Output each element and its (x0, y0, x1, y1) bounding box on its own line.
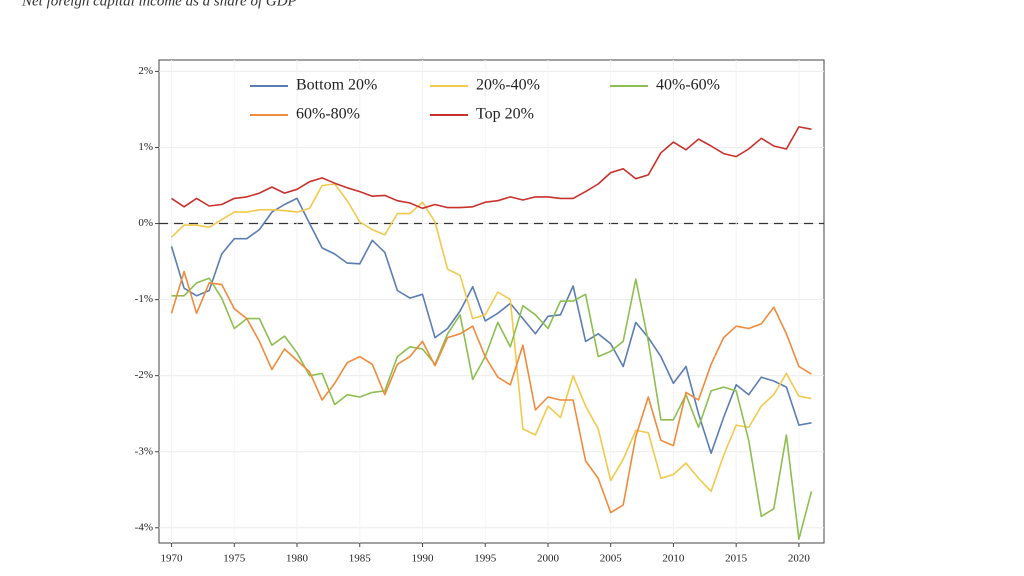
x-tick-label: 1980 (286, 553, 309, 565)
chart-title: Net foreign capital income as a share of… (21, 0, 297, 9)
legend-label: 20%-40% (476, 77, 540, 94)
y-tick-label: -2% (135, 369, 153, 381)
series-line (171, 126, 812, 210)
y-tick-label: 0% (138, 217, 153, 229)
x-tick-label: 1970 (161, 553, 184, 565)
y-tick-label: 2% (138, 65, 153, 77)
x-tick-label: 1975 (223, 553, 246, 565)
legend-label: Bottom 20% (296, 77, 377, 94)
x-tick-label: 2000 (537, 553, 560, 565)
legend-label: Top 20% (476, 106, 534, 123)
legend-label: 60%-80% (296, 106, 360, 123)
plot-frame (158, 59, 825, 544)
x-tick-label: 1985 (349, 553, 372, 565)
x-tick-label: 1990 (411, 553, 434, 565)
y-tick-label: -4% (135, 521, 153, 533)
y-tick-label: -3% (135, 445, 153, 457)
y-tick-label: 1% (138, 141, 153, 153)
x-tick-label: 1995 (474, 553, 497, 565)
x-tick-label: 2005 (600, 553, 623, 565)
x-tick-label: 2015 (725, 553, 748, 565)
x-tick-label: 2020 (788, 553, 811, 565)
series-line (170, 270, 812, 514)
y-tick-label: -1% (135, 293, 153, 305)
series-line (170, 197, 812, 454)
x-tick-label: 2010 (662, 553, 685, 565)
series-line (170, 183, 812, 493)
legend-label: 40%-60% (656, 77, 720, 94)
series-line (171, 277, 813, 540)
